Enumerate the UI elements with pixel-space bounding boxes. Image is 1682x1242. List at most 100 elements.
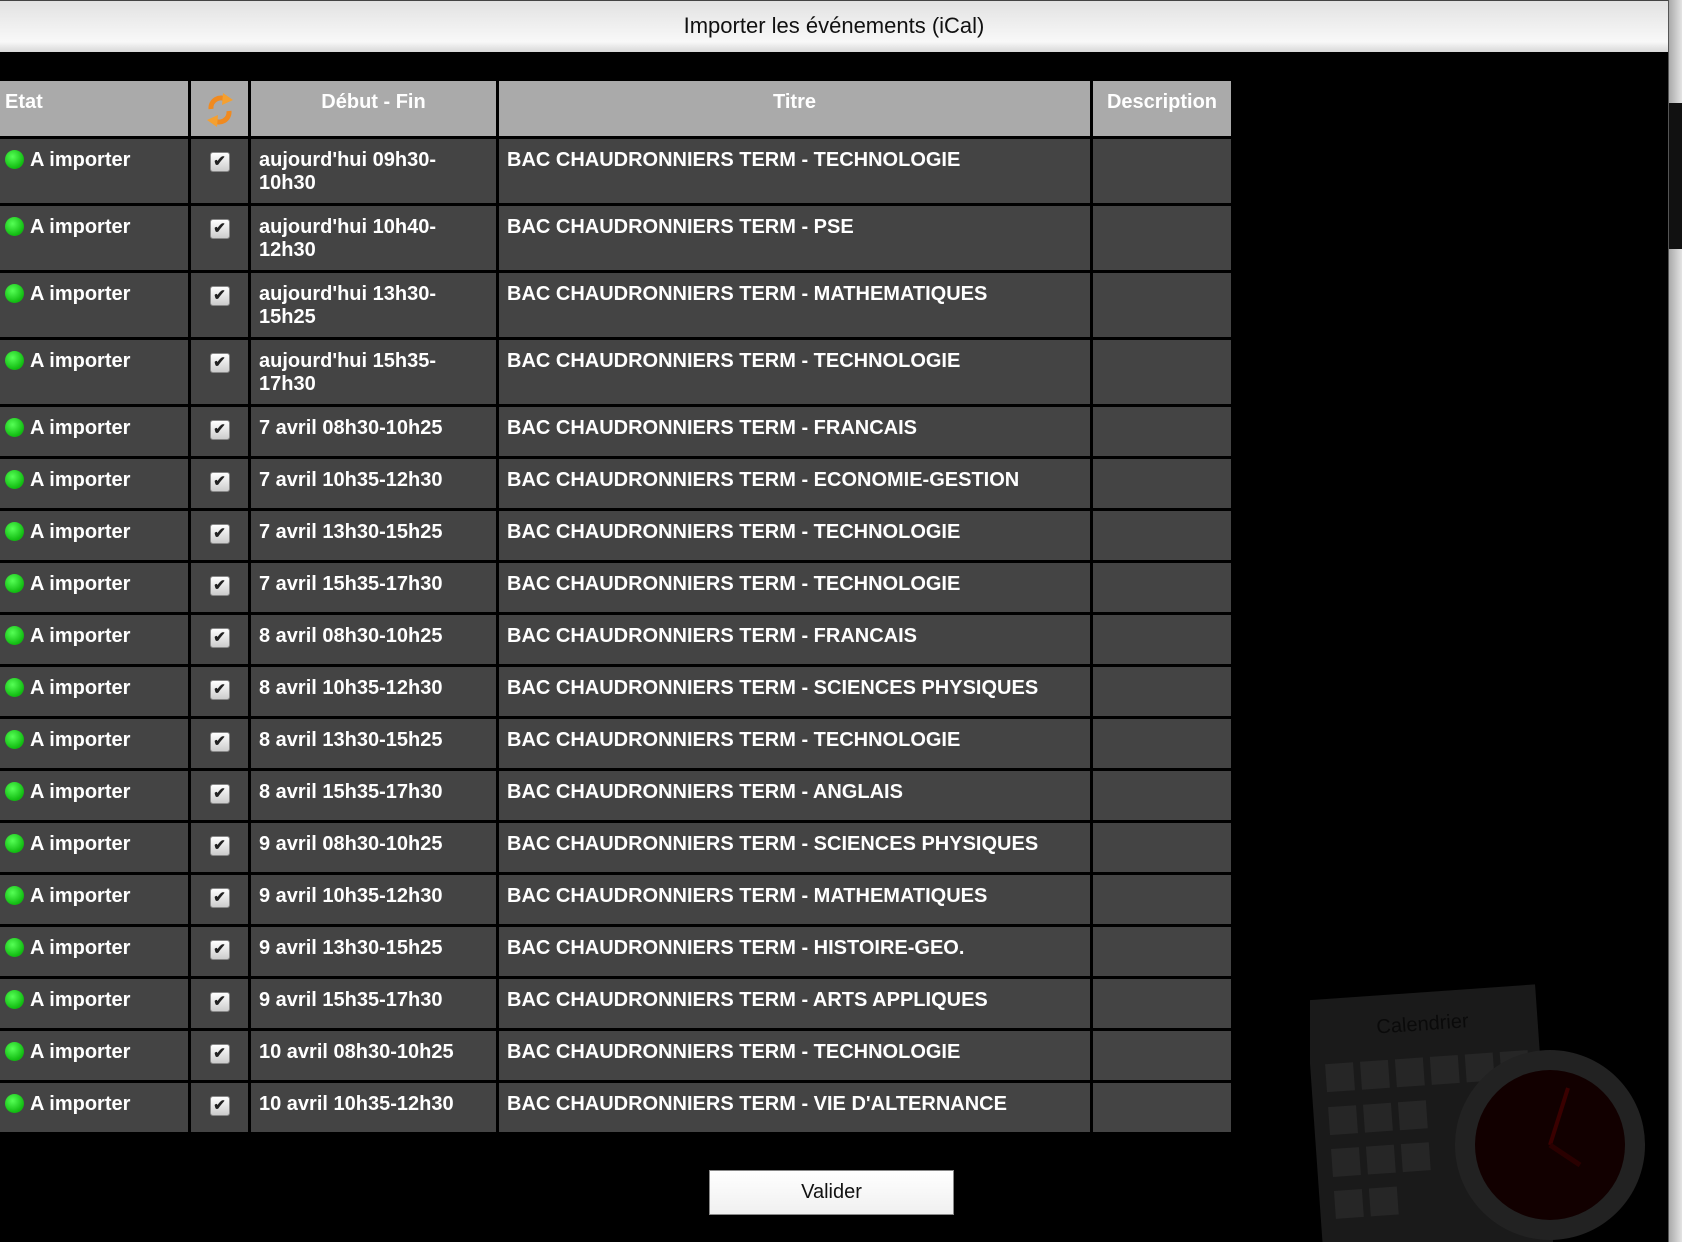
table-row: A importer ✔ aujourd'hui 13h30- 15h25 BAC C… — [0, 273, 1231, 337]
event-title: BAC CHAUDRONNIERS TERM - PSE — [499, 206, 1090, 270]
status-dot-icon — [5, 470, 24, 489]
date-range: aujourd'hui 09h30- 10h30 — [251, 139, 496, 203]
import-checkbox[interactable]: ✔ — [209, 784, 230, 804]
date-range: 9 avril 10h35-12h30 — [251, 875, 496, 924]
select-cell: ✔ — [191, 1031, 248, 1080]
status-text: A importer — [30, 833, 131, 855]
date-range: 10 avril 10h35-12h30 — [251, 1083, 496, 1132]
header-sync[interactable] — [191, 81, 248, 136]
date-range: 8 avril 15h35-17h30 — [251, 771, 496, 820]
event-description — [1093, 1031, 1231, 1080]
table-row: A importer ✔ 8 avril 08h30-10h25 BAC CHAUDR… — [0, 615, 1231, 664]
select-cell: ✔ — [191, 979, 248, 1028]
validate-button[interactable]: Valider — [709, 1170, 954, 1215]
table-row: A importer ✔ 9 avril 15h35-17h30 BAC CHAUDR… — [0, 979, 1231, 1028]
status-cell: A importer — [0, 511, 188, 560]
status-dot-icon — [5, 626, 24, 645]
event-description — [1093, 719, 1231, 768]
import-checkbox[interactable]: ✔ — [209, 628, 230, 648]
import-checkbox[interactable]: ✔ — [209, 680, 230, 700]
event-title: BAC CHAUDRONNIERS TERM - SCIENCES PHYSIQ… — [499, 823, 1090, 872]
event-description — [1093, 563, 1231, 612]
status-text: A importer — [30, 937, 131, 959]
header-debut-fin[interactable]: Début - Fin — [251, 81, 496, 136]
import-checkbox[interactable]: ✔ — [209, 286, 230, 306]
status-dot-icon — [5, 730, 24, 749]
select-cell: ✔ — [191, 407, 248, 456]
status-text: A importer — [30, 521, 131, 543]
select-cell: ✔ — [191, 340, 248, 404]
import-checkbox[interactable]: ✔ — [209, 940, 230, 960]
table-row: A importer ✔ 9 avril 08h30-10h25 BAC CHAUDR… — [0, 823, 1231, 872]
event-description — [1093, 667, 1231, 716]
status-cell: A importer — [0, 667, 188, 716]
refresh-icon[interactable] — [203, 91, 237, 129]
status-dot-icon — [5, 834, 24, 853]
status-cell: A importer — [0, 615, 188, 664]
calendar-clock-illustration: Calendrier — [1310, 984, 1645, 1242]
import-checkbox[interactable]: ✔ — [209, 152, 230, 172]
select-cell: ✔ — [191, 615, 248, 664]
table-row: A importer ✔ 10 avril 10h35-12h30 BAC CHAUD… — [0, 1083, 1231, 1132]
import-checkbox[interactable]: ✔ — [209, 888, 230, 908]
date-range: aujourd'hui 10h40- 12h30 — [251, 206, 496, 270]
import-checkbox[interactable]: ✔ — [209, 219, 230, 239]
date-range: 7 avril 08h30-10h25 — [251, 407, 496, 456]
date-range: 8 avril 10h35-12h30 — [251, 667, 496, 716]
status-text: A importer — [30, 885, 131, 907]
status-dot-icon — [5, 522, 24, 541]
import-checkbox[interactable]: ✔ — [209, 576, 230, 596]
table-row: A importer ✔ aujourd'hui 09h30- 10h30 BAC C… — [0, 139, 1231, 203]
event-title: BAC CHAUDRONNIERS TERM - ECONOMIE-GESTIO… — [499, 459, 1090, 508]
header-titre[interactable]: Titre — [499, 81, 1090, 136]
event-description — [1093, 340, 1231, 404]
status-text: A importer — [30, 283, 131, 305]
header-etat[interactable]: Etat — [0, 81, 188, 136]
status-dot-icon — [5, 990, 24, 1009]
select-cell: ✔ — [191, 511, 248, 560]
event-title: BAC CHAUDRONNIERS TERM - SCIENCES PHYSIQ… — [499, 667, 1090, 716]
import-checkbox[interactable]: ✔ — [209, 732, 230, 752]
event-title: BAC CHAUDRONNIERS TERM - FRANCAIS — [499, 615, 1090, 664]
select-cell: ✔ — [191, 1083, 248, 1132]
status-dot-icon — [5, 1094, 24, 1113]
event-title: BAC CHAUDRONNIERS TERM - ARTS APPLIQUES — [499, 979, 1090, 1028]
status-cell: A importer — [0, 206, 188, 270]
status-cell: A importer — [0, 563, 188, 612]
select-cell: ✔ — [191, 823, 248, 872]
import-checkbox[interactable]: ✔ — [209, 353, 230, 373]
select-cell: ✔ — [191, 563, 248, 612]
import-checkbox[interactable]: ✔ — [209, 1096, 230, 1116]
table-row: A importer ✔ 8 avril 15h35-17h30 BAC CHAUDR… — [0, 771, 1231, 820]
import-checkbox[interactable]: ✔ — [209, 472, 230, 492]
select-cell: ✔ — [191, 771, 248, 820]
status-text: A importer — [30, 216, 131, 238]
import-checkbox[interactable]: ✔ — [209, 836, 230, 856]
table-row: A importer ✔ 7 avril 15h35-17h30 BAC CHAUDR… — [0, 563, 1231, 612]
status-text: A importer — [30, 469, 131, 491]
select-cell: ✔ — [191, 927, 248, 976]
import-checkbox[interactable]: ✔ — [209, 1044, 230, 1064]
import-checkbox[interactable]: ✔ — [209, 992, 230, 1012]
status-cell: A importer — [0, 771, 188, 820]
import-checkbox[interactable]: ✔ — [209, 524, 230, 544]
import-checkbox[interactable]: ✔ — [209, 420, 230, 440]
status-text: A importer — [30, 625, 131, 647]
header-description[interactable]: Description — [1093, 81, 1231, 136]
table-row: A importer ✔ 8 avril 13h30-15h25 BAC CHAUDR… — [0, 719, 1231, 768]
status-text: A importer — [30, 573, 131, 595]
date-range: aujourd'hui 13h30- 15h25 — [251, 273, 496, 337]
dialog-title: Importer les événements (iCal) — [0, 0, 1668, 52]
status-cell: A importer — [0, 927, 188, 976]
status-dot-icon — [5, 782, 24, 801]
status-cell: A importer — [0, 719, 188, 768]
event-title: BAC CHAUDRONNIERS TERM - TECHNOLOGIE — [499, 563, 1090, 612]
date-range: 9 avril 15h35-17h30 — [251, 979, 496, 1028]
select-cell: ✔ — [191, 273, 248, 337]
date-range: 8 avril 13h30-15h25 — [251, 719, 496, 768]
status-dot-icon — [5, 351, 24, 370]
event-title: BAC CHAUDRONNIERS TERM - FRANCAIS — [499, 407, 1090, 456]
events-table: Etat Début - Fin Titre Description A imp… — [0, 78, 1234, 1135]
event-title: BAC CHAUDRONNIERS TERM - MATHEMATIQUES — [499, 875, 1090, 924]
table-row: A importer ✔ 10 avril 08h30-10h25 BAC CHAUD… — [0, 1031, 1231, 1080]
